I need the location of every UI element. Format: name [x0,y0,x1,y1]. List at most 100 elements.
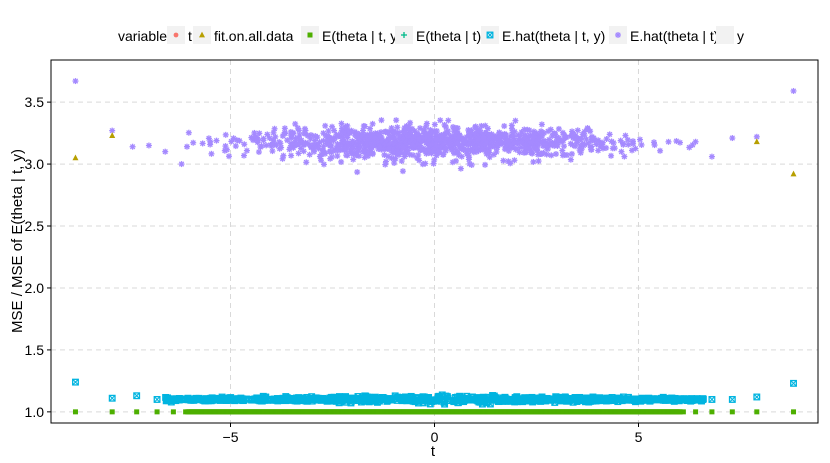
data-point [511,157,518,164]
data-point [338,129,345,136]
data-point [295,150,302,157]
data-point [501,123,508,130]
data-point [311,142,318,149]
data-point [567,140,574,147]
data-point [378,117,385,124]
legend: variable t fit.on.all.data E(theta | t, y)… [118,26,744,44]
data-point [754,409,760,415]
data-point [269,148,276,155]
data-point [354,131,361,138]
data-point [543,151,550,158]
data-point [606,131,613,138]
data-point [508,122,515,129]
data-point [363,143,370,150]
data-point [133,392,141,400]
data-point [350,151,357,158]
data-point [393,117,400,124]
data-point [222,131,229,138]
legend-label: t [188,28,192,44]
data-point [72,378,79,386]
data-point [512,146,519,153]
data-point [475,136,482,143]
data-point [538,121,545,128]
x-tick-label: 5 [635,429,643,445]
data-point [554,142,561,149]
data-point [791,409,797,415]
data-point [431,121,438,128]
data-point [576,147,583,154]
data-point [312,133,319,140]
data-point [185,129,192,136]
legend-key-symbol [401,32,407,38]
data-point [590,134,597,141]
data-point [401,124,408,131]
data-point [353,140,360,147]
y-tick-label: 3.0 [25,156,45,172]
data-point [241,141,248,148]
data-point [346,128,353,135]
data-point [472,123,479,130]
data-point [303,159,310,166]
data-point [205,135,212,142]
data-point [620,141,627,148]
x-axis-title: t [431,443,436,460]
data-point [298,137,305,144]
data-point [445,128,452,135]
data-point [463,133,470,140]
data-point [279,155,286,162]
data-point [354,169,361,176]
data-point [260,137,267,144]
data-point [72,78,79,85]
data-point [417,142,424,149]
legend-label: E.hat(theta | t) [630,28,718,44]
data-point [442,136,449,143]
y-tick-label: 1.5 [25,342,45,358]
data-point [272,133,279,140]
data-point [460,138,467,145]
data-point [170,409,176,415]
data-point [190,139,197,146]
data-point [516,149,523,156]
data-point [279,132,286,139]
data-point [457,133,464,140]
data-point [395,143,402,150]
data-point [383,158,390,165]
data-point [355,152,362,159]
data-point [543,144,550,151]
data-point [72,409,78,415]
data-point [557,137,564,144]
data-point [593,141,600,148]
data-point [494,133,501,140]
data-point [563,134,570,141]
data-point [327,155,334,162]
data-point [162,148,169,155]
data-point [394,124,401,131]
data-point [154,409,160,415]
data-point [603,135,610,142]
data-point [228,138,235,145]
data-point [629,138,636,145]
data-point [472,144,479,151]
y-tick-label: 2.5 [25,218,45,234]
data-point [448,147,455,154]
data-point [361,154,368,161]
data-point [441,121,448,128]
data-point [587,128,594,135]
data-point [512,117,519,124]
data-point [454,140,461,147]
data-point [608,152,615,159]
legend-key-symbol [486,31,494,39]
data-point [579,140,586,147]
data-point [482,161,489,168]
data-point [273,142,280,149]
data-point [329,123,336,130]
data-point [728,396,736,403]
legend-label: fit.on.all.data [214,28,294,44]
data-point [414,130,421,137]
data-point [417,146,424,153]
data-point [428,141,435,148]
data-point [729,409,735,415]
y-axis-title: MSE / MSE of E(theta | t, y) [9,149,26,333]
data-point [709,409,715,415]
